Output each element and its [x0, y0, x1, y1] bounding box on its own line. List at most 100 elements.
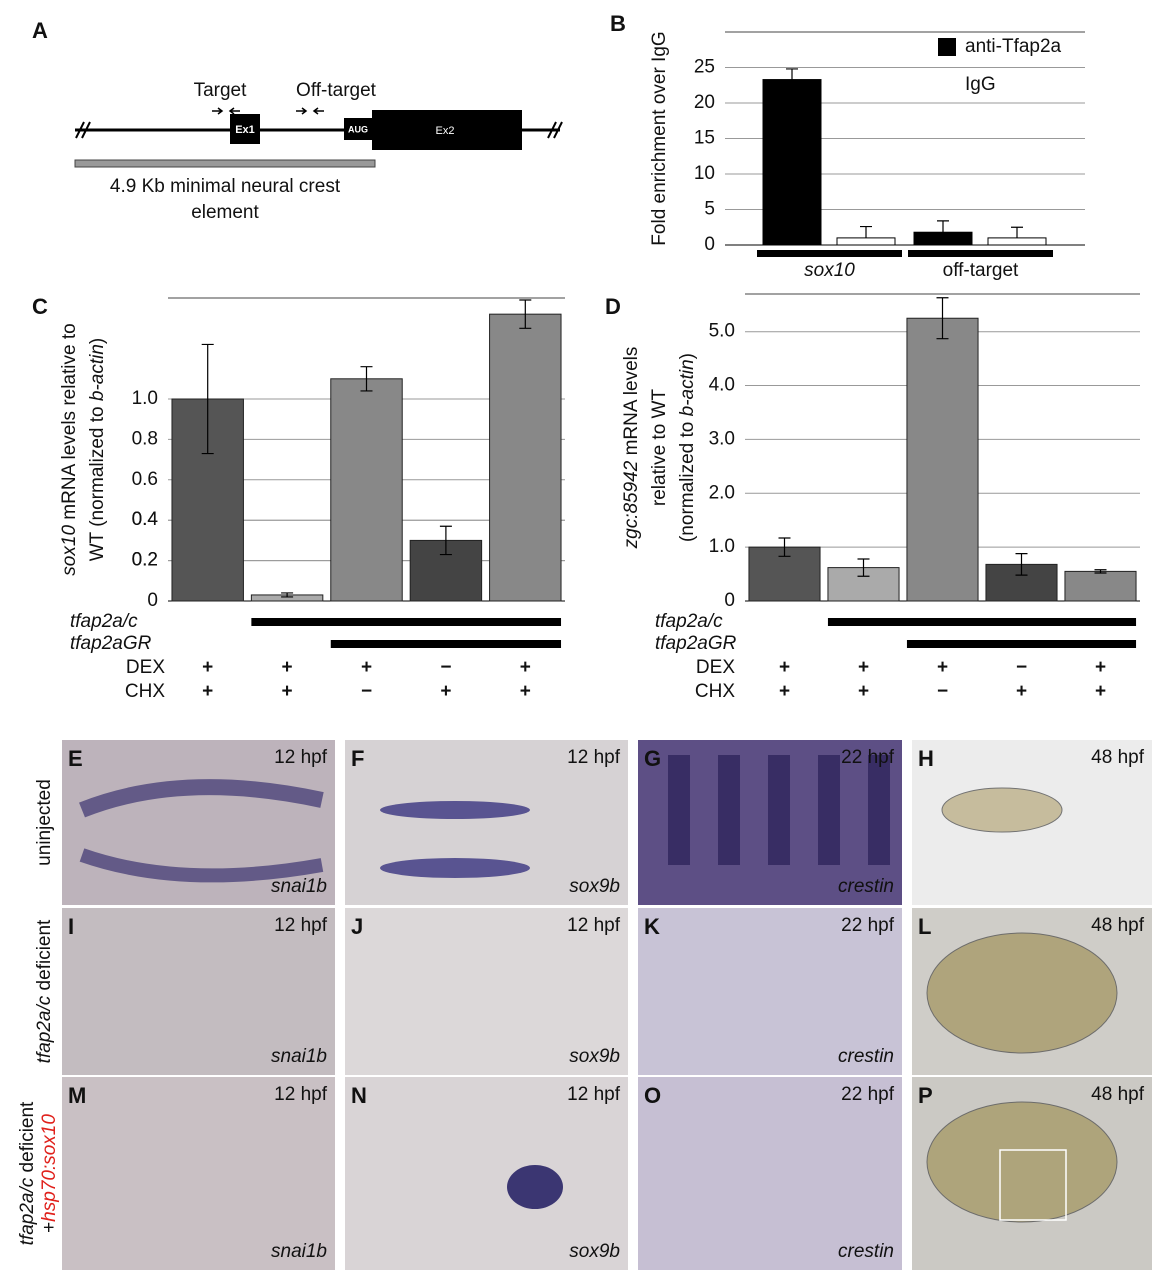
stage-label: 12 hpf [567, 747, 621, 768]
stage-label: 48 hpf [1091, 747, 1145, 768]
embryo [926, 1101, 1118, 1223]
micrograph-bg [62, 908, 335, 1075]
y-tick-label: 3.0 [709, 428, 735, 449]
offtarget-label: Off-target [296, 80, 377, 101]
element-label: element [191, 202, 259, 223]
y-tick-label: 2.0 [709, 482, 735, 503]
treatment-sign: − [1016, 657, 1027, 678]
treatment-sign: + [1095, 657, 1106, 678]
stage-label: 12 hpf [274, 1084, 328, 1105]
error-bar [778, 537, 791, 557]
primer-arrows [212, 107, 324, 115]
treatment-sign: + [1095, 681, 1106, 702]
error-bar [201, 343, 214, 455]
inset [999, 1149, 1067, 1221]
error-bar [281, 592, 294, 598]
micrograph-bg [62, 1077, 335, 1270]
error-bar [937, 220, 949, 233]
stain [380, 858, 530, 878]
row-label: tfap2a/c deficient [34, 919, 55, 1063]
error-bar [360, 366, 373, 392]
gene-label: snai1b [271, 876, 327, 897]
aug-label: AUG [348, 124, 368, 134]
row-label-part: tfap2a/c [17, 1177, 38, 1245]
bar [330, 378, 403, 602]
y-tick-label: 5.0 [709, 321, 735, 342]
row-label-part: uninjected [34, 779, 55, 866]
micrograph: L 48 hpf [912, 908, 1152, 1075]
y-axis-title-part: sox10 [59, 525, 80, 576]
gene-label: sox9b [569, 1046, 620, 1067]
stain [768, 755, 790, 865]
treatment-sign: + [202, 657, 213, 678]
bar [489, 313, 562, 602]
y-tick-label: 0.6 [132, 469, 158, 490]
panel-letter: G [644, 746, 661, 771]
group-bar [906, 640, 1137, 648]
y-axis-title: (normalized to b-actin) [677, 353, 698, 542]
gene-label: sox9b [569, 876, 620, 897]
stage-label: 12 hpf [567, 915, 621, 936]
panel-letter: E [68, 746, 83, 771]
treatment-sign: + [1016, 681, 1027, 702]
gene-label: snai1b [271, 1241, 327, 1262]
y-tick-label: 0 [704, 234, 715, 255]
y-axis-title-part: zgc:85942 [621, 460, 642, 549]
micrograph: K 22 hpf crestin [638, 908, 902, 1075]
y-tick-label: 25 [694, 57, 715, 78]
micrograph: I 12 hpf snai1b [62, 908, 335, 1075]
panel-letter: F [351, 746, 364, 771]
y-tick-label: 10 [694, 163, 715, 184]
micrograph: G 22 hpf crestin [638, 740, 902, 905]
element-label: 4.9 Kb minimal neural crest [110, 176, 341, 197]
embryo [926, 932, 1118, 1054]
y-axis-title-part: b-actin [87, 344, 108, 401]
group-label: tfap2aGR [70, 633, 152, 654]
stage-label: 48 hpf [1091, 915, 1145, 936]
group-bar [251, 618, 562, 626]
legend-swatch [938, 38, 956, 56]
y-tick-label: 20 [694, 92, 715, 113]
panel-letter: P [918, 1083, 933, 1108]
treatment-label: DEX [126, 657, 165, 678]
stage-label: 48 hpf [1091, 1084, 1145, 1105]
row-label: +hsp70:sox10 [39, 1114, 60, 1233]
gene-label: crestin [838, 1241, 894, 1262]
target-label: Target [194, 80, 248, 101]
y-tick-label: 0.4 [132, 509, 159, 530]
panel-letter: I [68, 914, 74, 939]
micrograph-bg [345, 908, 628, 1075]
micrograph: O 22 hpf crestin [638, 1077, 902, 1270]
group-label: tfap2a/c [70, 611, 138, 632]
micrograph-bg [345, 740, 628, 905]
y-axis-title: sox10 mRNA levels relative to [59, 323, 80, 575]
y-tick-label: 0.2 [132, 550, 158, 571]
y-tick-label: 0 [724, 590, 735, 611]
break-mark [75, 121, 563, 139]
exon-label: Ex1 [235, 124, 255, 136]
group-bar [330, 640, 562, 648]
y-tick-label: 1.0 [132, 388, 158, 409]
row-label: tfap2a/c deficient [17, 1101, 38, 1245]
y-tick-label: 0.2 [132, 550, 158, 571]
panel-letter: D [605, 294, 621, 319]
exon2 [372, 110, 522, 150]
y-axis-title-part: (normalized to [677, 416, 698, 542]
exon-label: Ex2 [436, 125, 455, 137]
group-label: tfap2aGR [655, 633, 737, 654]
x-tick-label: off-target [943, 260, 1019, 281]
y-axis-title-part: relative to WT [649, 389, 670, 507]
group-bar [827, 618, 1137, 626]
y-axis-title-part: b-actin [677, 359, 698, 416]
treatment-sign: + [520, 657, 531, 678]
error-bar [1011, 226, 1023, 238]
row-label-part: deficient [17, 1101, 38, 1178]
stage-label: 22 hpf [841, 747, 895, 768]
y-axis-title: WT (normalized to b-actin) [87, 338, 108, 562]
treatment-label: CHX [695, 681, 735, 702]
y-axis-title-part: ) [87, 338, 108, 344]
legend-label: anti-Tfap2a [965, 36, 1062, 57]
treatment-sign: + [282, 657, 293, 678]
treatment-sign: + [361, 657, 372, 678]
micrograph-bg [638, 908, 902, 1075]
